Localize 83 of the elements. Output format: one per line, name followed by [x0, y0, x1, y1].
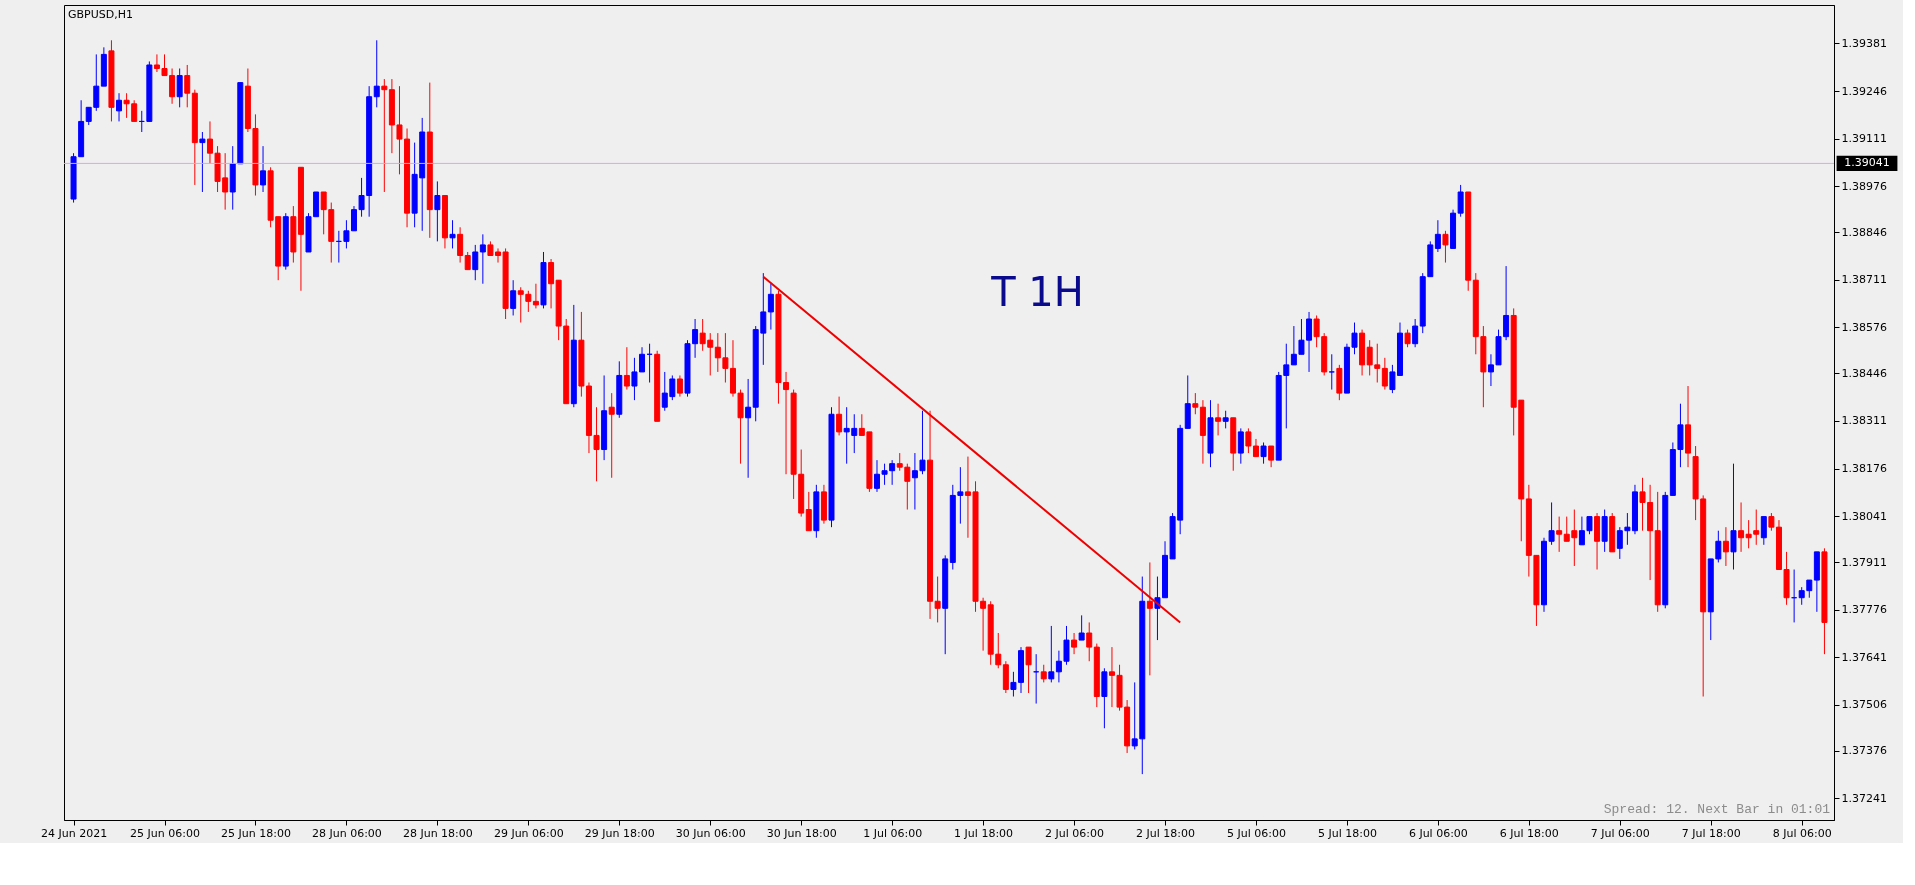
candlestick [510, 279, 517, 316]
candlestick [1328, 353, 1335, 391]
candlestick [1025, 646, 1032, 694]
candlestick [1071, 632, 1078, 655]
y-tick-label: 1.38846 [1841, 225, 1887, 239]
candlestick [767, 283, 774, 331]
candlestick [479, 233, 486, 285]
x-tick-label: 2 Jul 18:00 [1136, 826, 1196, 840]
y-tick-label: 1.39381 [1841, 36, 1887, 50]
x-tick-label: 2 Jul 06:00 [1045, 826, 1105, 840]
candlestick [260, 145, 267, 193]
candlestick [1412, 318, 1419, 348]
candlestick [1268, 445, 1275, 468]
candlestick [1260, 441, 1267, 465]
candlestick [623, 346, 630, 391]
candlestick [472, 244, 479, 281]
candlestick [1192, 392, 1199, 415]
x-tick-label: 28 Jun 18:00 [402, 826, 473, 840]
chart-title: GBPUSD,H1 [68, 8, 133, 21]
candlestick [608, 392, 615, 479]
x-tick-label: 29 Jun 18:00 [584, 826, 655, 840]
candlestick [836, 396, 843, 436]
y-tick-label: 1.38446 [1841, 366, 1887, 380]
candlestick [1146, 561, 1153, 676]
y-tick-label: 1.38576 [1841, 320, 1887, 334]
x-tick-label: 7 Jul 06:00 [1590, 826, 1650, 840]
candlestick [1760, 516, 1767, 546]
candlestick [381, 78, 388, 193]
x-tick-label: 7 Jul 18:00 [1681, 826, 1741, 840]
candlestick [745, 378, 752, 479]
candlestick [805, 491, 812, 532]
candlestick [434, 180, 441, 242]
candlestick [1556, 516, 1563, 553]
x-tick-label: 30 Jun 06:00 [675, 826, 746, 840]
y-tick-label: 1.37506 [1841, 698, 1887, 712]
y-tick-label: 1.37776 [1841, 603, 1887, 617]
x-tick-label: 1 Jul 18:00 [954, 826, 1014, 840]
annotation: T 1H [990, 269, 1084, 316]
candlestick [176, 68, 183, 108]
x-tick-label: 25 Jun 18:00 [221, 826, 291, 840]
annotation: Spread: 12. Next Bar in 01:01 [1603, 802, 1831, 817]
candlestick [1381, 357, 1388, 391]
candlestick [199, 131, 206, 193]
candlestick [373, 39, 380, 108]
x-tick-label: 1 Jul 06:00 [863, 826, 923, 840]
candlestick [116, 92, 123, 122]
candlestick [184, 64, 191, 108]
y-tick-label: 1.37376 [1841, 744, 1887, 758]
y-tick-label: 1.38311 [1841, 414, 1887, 428]
candlestick [1722, 526, 1729, 567]
x-tick-label: 5 Jul 06:00 [1226, 826, 1286, 840]
y-tick-label: 1.38711 [1841, 273, 1887, 287]
y-tick-label: 1.38976 [1841, 179, 1887, 193]
candlestick [449, 219, 456, 249]
candlestick [532, 283, 539, 309]
x-tick-label: 6 Jul 18:00 [1499, 826, 1559, 840]
x-tick-label: 5 Jul 18:00 [1317, 826, 1377, 840]
x-tick-label: 29 Jun 06:00 [493, 826, 564, 840]
candlestick [1078, 614, 1085, 641]
candlestick [1215, 403, 1222, 436]
y-tick-label: 1.37911 [1841, 555, 1887, 569]
candlestick [1738, 501, 1745, 553]
candlestick [1730, 463, 1737, 570]
candlestick [676, 374, 683, 398]
candlestick [1237, 427, 1244, 465]
y-tick-label: 1.39111 [1841, 132, 1887, 146]
y-tick-label: 1.37641 [1841, 650, 1887, 664]
candlestick [457, 226, 464, 264]
x-tick-label: 30 Jun 18:00 [766, 826, 837, 840]
x-tick-label: 8 Jul 06:00 [1772, 826, 1832, 840]
x-tick-label: 25 Jun 06:00 [130, 826, 200, 840]
ref-line-label: 1.39041 [1844, 156, 1890, 170]
x-tick-label: 28 Jun 06:00 [311, 826, 382, 840]
y-tick-label: 1.38176 [1841, 462, 1887, 476]
candlestick [1048, 625, 1055, 683]
y-tick-label: 1.37241 [1841, 791, 1887, 805]
y-tick-label: 1.39246 [1841, 84, 1887, 98]
candlestick [1442, 230, 1449, 264]
y-tick-label: 1.38041 [1841, 509, 1887, 523]
x-tick-label: 24 Jun 2021 [40, 826, 108, 840]
candlestick [1086, 621, 1093, 662]
candlestick [1434, 219, 1441, 253]
x-tick-label: 6 Jul 06:00 [1408, 826, 1468, 840]
